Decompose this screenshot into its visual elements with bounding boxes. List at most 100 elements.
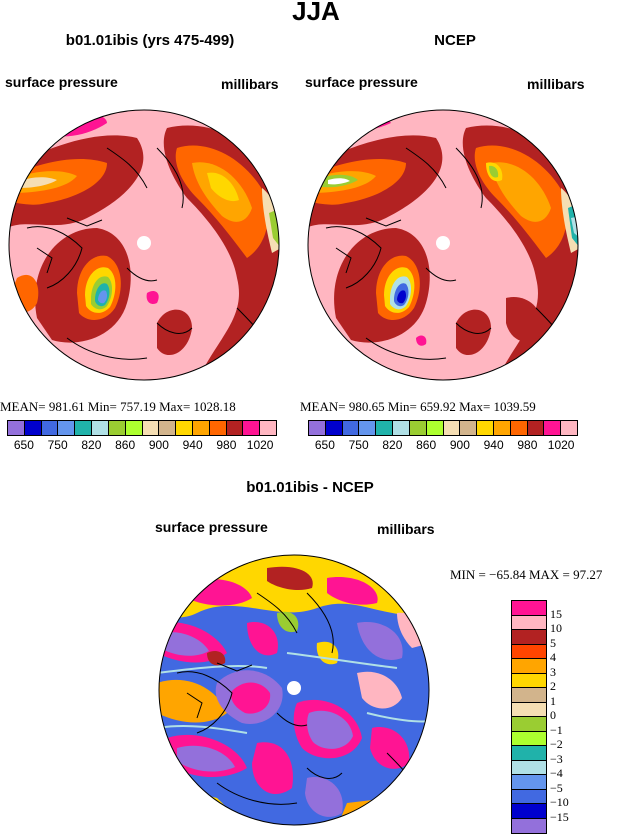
colorbar-tick-label: 980: [517, 438, 538, 452]
colorbar-tick-label: 650: [13, 438, 34, 452]
colorbar-tick-label: 650: [314, 438, 335, 452]
colorbar-swatch: [544, 421, 562, 435]
panel-2-colorbar-ticks: 650 750 820 860 900 940 980 1020: [308, 438, 578, 454]
colorbar-tick-label: −2: [550, 737, 563, 751]
figure-title: JJA: [292, 0, 340, 26]
colorbar-tick-label: 820: [81, 438, 102, 452]
colorbar-tick-label: 860: [115, 438, 136, 452]
colorbar-swatch: [125, 421, 143, 435]
colorbar-swatch: [226, 421, 244, 435]
colorbar-swatch: [512, 702, 546, 717]
colorbar-swatch: [460, 421, 478, 435]
panel-1-colorbar: [7, 420, 277, 436]
panel-1-units-label: millibars: [221, 76, 279, 92]
colorbar-swatch: [512, 804, 546, 819]
colorbar-tick-label: −4: [550, 766, 563, 780]
colorbar-tick-label: 750: [47, 438, 68, 452]
panel-1-colorbar-ticks: 650 750 820 860 900 940 980 1020: [7, 438, 277, 454]
colorbar-swatch: [512, 673, 546, 688]
colorbar-tick-label: 940: [182, 438, 203, 452]
colorbar-swatch: [359, 421, 377, 435]
colorbar-tick-label: 3: [550, 664, 556, 679]
colorbar-swatch: [243, 421, 261, 435]
panel-3-polar-map: [158, 554, 430, 826]
colorbar-tick-label: 820: [382, 438, 403, 452]
colorbar-swatch: [58, 421, 76, 435]
colorbar-tick-label: −3: [550, 751, 563, 766]
colorbar-tick-label: 2: [550, 679, 556, 693]
colorbar-swatch: [512, 717, 546, 732]
colorbar-tick-label: 10: [550, 621, 562, 635]
colorbar-swatch: [512, 731, 546, 746]
colorbar-swatch: [376, 421, 394, 435]
colorbar-tick-label: −10: [550, 795, 569, 809]
panel-1-variable-label: surface pressure: [5, 74, 118, 90]
colorbar-swatch: [92, 421, 109, 435]
colorbar-swatch: [512, 818, 546, 833]
colorbar-tick-label: 860: [416, 438, 437, 452]
panel-1-stats: MEAN= 981.61 Min= 757.19 Max= 1028.18: [0, 399, 236, 414]
colorbar-tick-label: 5: [550, 635, 556, 650]
colorbar-swatch: [75, 421, 93, 435]
colorbar-tick-label: 1020: [246, 438, 274, 452]
colorbar-swatch: [209, 421, 227, 435]
panel-3-title: b01.01ibis - NCEP: [246, 479, 374, 496]
colorbar-tick-label: 940: [483, 438, 504, 452]
colorbar-swatch: [192, 421, 210, 435]
panel-2-colorbar: [308, 420, 578, 436]
colorbar-swatch: [512, 789, 546, 804]
colorbar-swatch: [24, 421, 42, 435]
colorbar-tick-label: −1: [550, 722, 563, 737]
panel-1-title: b01.01ibis (yrs 475-499): [65, 32, 235, 49]
panel-3-variable-label: surface pressure: [155, 519, 268, 535]
colorbar-swatch: [512, 688, 546, 703]
panel-3-stats: MIN = −65.84 MAX = 97.27: [450, 567, 603, 582]
colorbar-swatch: [260, 421, 276, 435]
colorbar-tick-label: 0: [550, 708, 556, 722]
colorbar-tick-label: 900: [449, 438, 470, 452]
colorbar-swatch: [176, 421, 193, 435]
panel-3-colorbar: [511, 600, 547, 834]
panel-2-units-label: millibars: [527, 76, 585, 92]
colorbar-swatch: [512, 659, 546, 674]
colorbar-swatch: [8, 421, 25, 435]
colorbar-swatch: [512, 760, 546, 775]
colorbar-swatch: [512, 630, 546, 645]
colorbar-swatch: [41, 421, 59, 435]
panel-3-units-label: millibars: [377, 521, 435, 537]
colorbar-swatch: [309, 421, 326, 435]
colorbar-swatch: [510, 421, 528, 435]
colorbar-swatch: [409, 421, 427, 435]
colorbar-swatch: [159, 421, 177, 435]
colorbar-tick-label: 980: [216, 438, 237, 452]
colorbar-swatch: [342, 421, 360, 435]
colorbar-swatch: [108, 421, 126, 435]
panel-1-polar-map: [8, 109, 280, 381]
colorbar-tick-label: 750: [348, 438, 369, 452]
colorbar-tick-label: 1020: [547, 438, 575, 452]
colorbar-swatch: [512, 775, 546, 790]
colorbar-swatch: [527, 421, 545, 435]
colorbar-tick-label: −15: [550, 809, 569, 824]
colorbar-swatch: [142, 421, 160, 435]
colorbar-swatch: [512, 644, 546, 659]
panel-2-polar-map: [307, 109, 579, 381]
colorbar-tick-label: 4: [550, 650, 556, 664]
panel-2-variable-label: surface pressure: [305, 74, 418, 90]
colorbar-tick-label: −5: [550, 780, 563, 795]
colorbar-swatch: [443, 421, 461, 435]
colorbar-swatch: [512, 601, 546, 616]
colorbar-swatch: [493, 421, 511, 435]
panel-2-stats: MEAN= 980.65 Min= 659.92 Max= 1039.59: [300, 399, 536, 414]
panel-2-title: NCEP: [434, 32, 476, 49]
colorbar-swatch: [426, 421, 444, 435]
colorbar-swatch: [512, 615, 546, 630]
colorbar-swatch: [512, 746, 546, 761]
colorbar-swatch: [561, 421, 577, 435]
colorbar-swatch: [325, 421, 343, 435]
colorbar-swatch: [393, 421, 410, 435]
panel-3-colorbar-ticks: 15 10 5 4 3 2 1 0 −1 −2 −3 −4 −5 −10 −15: [550, 600, 610, 832]
colorbar-tick-label: 1: [550, 693, 556, 708]
colorbar-tick-label: 900: [148, 438, 169, 452]
colorbar-swatch: [477, 421, 494, 435]
